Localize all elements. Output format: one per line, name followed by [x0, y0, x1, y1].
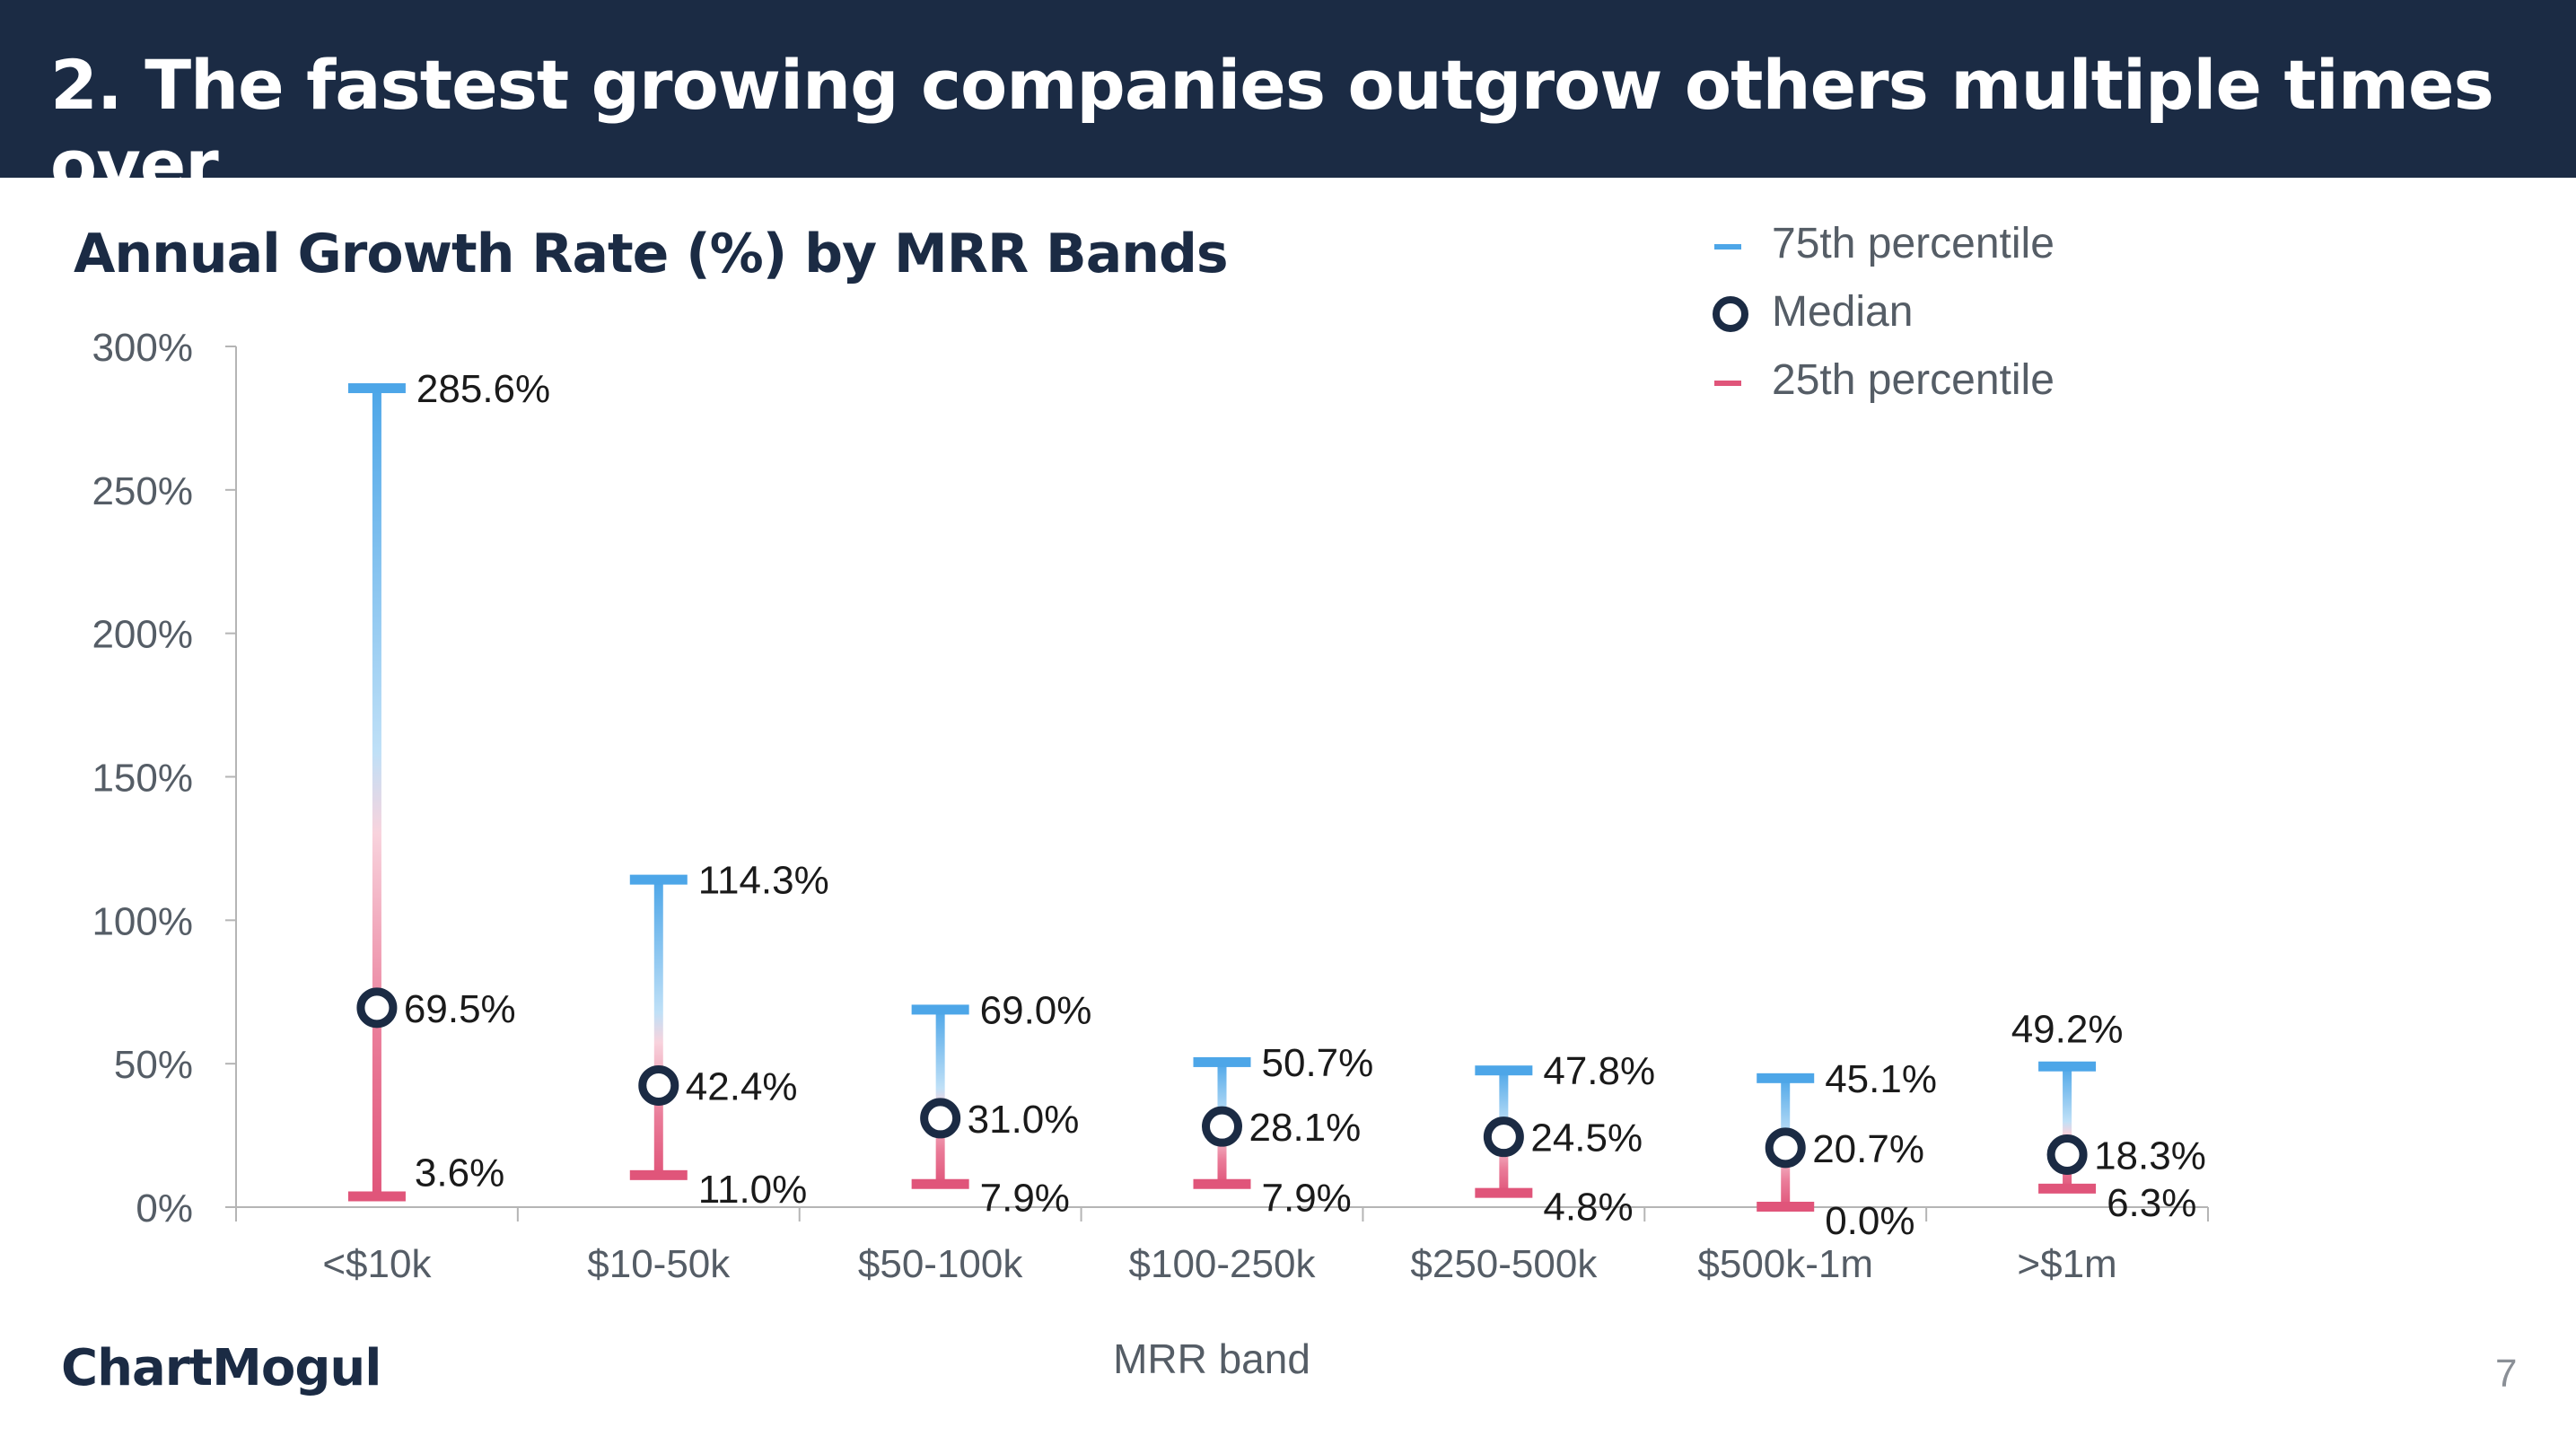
- p75-dash-icon: [1714, 244, 1741, 250]
- median-circle-icon: [1713, 296, 1748, 332]
- median-marker: [638, 1064, 679, 1106]
- median-marker: [1483, 1116, 1524, 1158]
- y-tick-label: 300%: [92, 326, 193, 370]
- p25-cap: [2038, 1183, 2097, 1194]
- median-marker: [2046, 1134, 2088, 1176]
- y-tick-label: 250%: [92, 469, 193, 513]
- p25-cap: [1757, 1202, 1815, 1212]
- p25-value-label: 0.0%: [1825, 1199, 1914, 1243]
- p25-value-label: 6.3%: [2107, 1181, 2196, 1225]
- p25-value-label: 7.9%: [1262, 1177, 1352, 1221]
- range-whisker: [372, 388, 381, 1197]
- chartmogul-logo: ChartMogul: [61, 1339, 381, 1397]
- p75-cap: [2038, 1061, 2097, 1072]
- median-value-label: 24.5%: [1530, 1116, 1643, 1160]
- p25-cap: [1193, 1178, 1251, 1189]
- x-tick-label: $250-500k: [1410, 1242, 1598, 1286]
- median-value-label: 20.7%: [1812, 1127, 1924, 1171]
- chart-title: Annual Growth Rate (%) by MRR Bands: [74, 223, 1229, 285]
- page-number: 7: [2495, 1352, 2518, 1396]
- p25-cap: [911, 1178, 969, 1189]
- x-tick-label: $100-250k: [1129, 1242, 1317, 1286]
- p75-value-label: 49.2%: [2011, 1008, 2124, 1052]
- x-tick-label: <$10k: [322, 1242, 432, 1286]
- p25-value-label: 7.9%: [980, 1177, 1070, 1221]
- median-marker: [1765, 1127, 1806, 1169]
- p75-value-label: 47.8%: [1543, 1049, 1655, 1093]
- page-title: 2. The fastest growing companies outgrow…: [50, 45, 2494, 205]
- median-marker: [356, 987, 398, 1029]
- median-value-label: 31.0%: [968, 1098, 1080, 1142]
- p25-cap: [629, 1169, 688, 1180]
- p25-cap: [1475, 1187, 1533, 1198]
- p25-value-label: 11.0%: [698, 1168, 808, 1212]
- y-tick-label: 0%: [136, 1186, 193, 1230]
- median-value-label: 28.1%: [1249, 1106, 1362, 1150]
- y-tick-label: 150%: [92, 757, 193, 801]
- median-marker: [920, 1098, 961, 1139]
- p25-cap: [347, 1191, 406, 1202]
- x-tick-label: $500k-1m: [1697, 1242, 1873, 1286]
- p75-cap: [1475, 1065, 1533, 1076]
- range-whisker: [935, 1009, 945, 1185]
- legend-label-p75: 75th percentile: [1772, 220, 2055, 267]
- p75-cap: [629, 874, 688, 885]
- legend-label-p25: 25th percentile: [1772, 356, 2055, 404]
- p75-value-label: 285.6%: [416, 367, 550, 411]
- p75-value-label: 45.1%: [1825, 1057, 1937, 1101]
- p75-value-label: 50.7%: [1262, 1041, 1374, 1085]
- y-tick-label: 100%: [92, 899, 193, 943]
- median-value-label: 42.4%: [686, 1064, 798, 1108]
- median-marker: [1202, 1106, 1242, 1147]
- p75-cap: [1193, 1056, 1251, 1067]
- p75-value-label: 114.3%: [698, 859, 829, 903]
- p75-value-label: 69.0%: [980, 988, 1092, 1032]
- range-whisker: [2063, 1065, 2072, 1189]
- y-tick-label: 200%: [92, 613, 193, 657]
- range-whisker: [653, 879, 663, 1176]
- p75-cap: [347, 383, 406, 394]
- x-tick-label: $10-50k: [587, 1242, 731, 1286]
- p75-cap: [1757, 1073, 1815, 1083]
- p25-value-label: 4.8%: [1543, 1186, 1633, 1230]
- p75-cap: [911, 1004, 969, 1015]
- median-value-label: 69.5%: [404, 987, 516, 1031]
- median-value-label: 18.3%: [2094, 1134, 2206, 1178]
- x-tick-label: $50-100k: [858, 1242, 1023, 1286]
- legend-label-median: Median: [1772, 288, 1914, 336]
- x-axis-title: MRR band: [1113, 1335, 1310, 1382]
- x-tick-label: >$1m: [2017, 1242, 2116, 1286]
- p25-dash-icon: [1714, 381, 1741, 386]
- header-bar: 2. The fastest growing companies outgrow…: [0, 0, 2576, 205]
- p25-value-label: 3.6%: [415, 1151, 504, 1195]
- y-tick-label: 50%: [114, 1043, 193, 1087]
